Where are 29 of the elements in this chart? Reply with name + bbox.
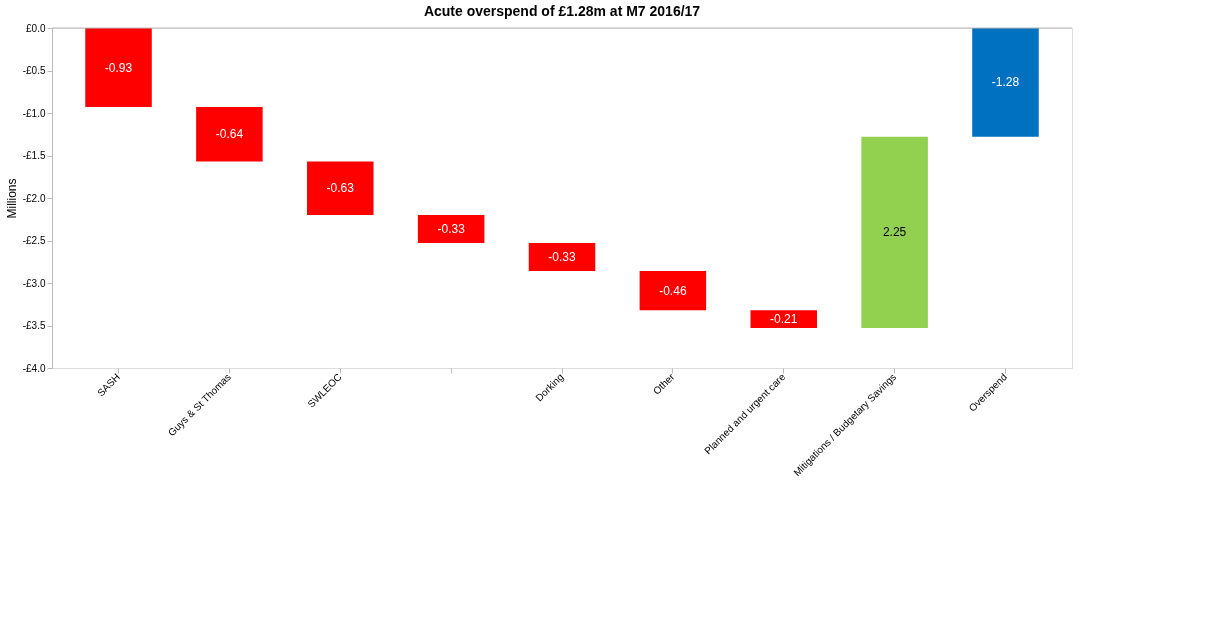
bar bbox=[85, 28, 152, 108]
data-label: -1.28 bbox=[991, 75, 1020, 90]
data-label: -0.64 bbox=[215, 127, 244, 142]
bar bbox=[417, 215, 485, 244]
data-label: -0.33 bbox=[437, 222, 466, 237]
data-label: -0.21 bbox=[770, 312, 798, 327]
y-tick-label: -£3.5 bbox=[22, 320, 46, 331]
data-label: -0.46 bbox=[659, 283, 687, 298]
y-tick-label: -£1.5 bbox=[22, 150, 46, 161]
bar bbox=[639, 271, 707, 311]
data-label: -0.33 bbox=[548, 250, 576, 265]
y-tick-label: -£3.0 bbox=[22, 277, 46, 289]
y-tick-label: £0.0 bbox=[26, 22, 46, 34]
bar bbox=[528, 243, 596, 272]
bar bbox=[750, 310, 817, 329]
data-label: -0.93 bbox=[104, 60, 133, 75]
y-tick-label: -£0.5 bbox=[22, 65, 46, 76]
bar bbox=[972, 28, 1039, 137]
y-tick-label: -£4.0 bbox=[22, 362, 46, 374]
bar bbox=[861, 136, 928, 329]
y-tick-label: -£2.5 bbox=[22, 235, 46, 246]
y-tick-label: -£2.0 bbox=[22, 192, 46, 204]
y-axis-title: Millions bbox=[4, 178, 19, 219]
chart-title: Acute overspend of £1.28m at M7 2016/17 bbox=[423, 3, 701, 19]
y-tick-label: -£1.0 bbox=[22, 107, 46, 119]
bar bbox=[307, 161, 374, 215]
bar bbox=[196, 107, 263, 162]
data-label: -0.63 bbox=[326, 181, 355, 196]
data-label: 2.25 bbox=[882, 225, 907, 240]
